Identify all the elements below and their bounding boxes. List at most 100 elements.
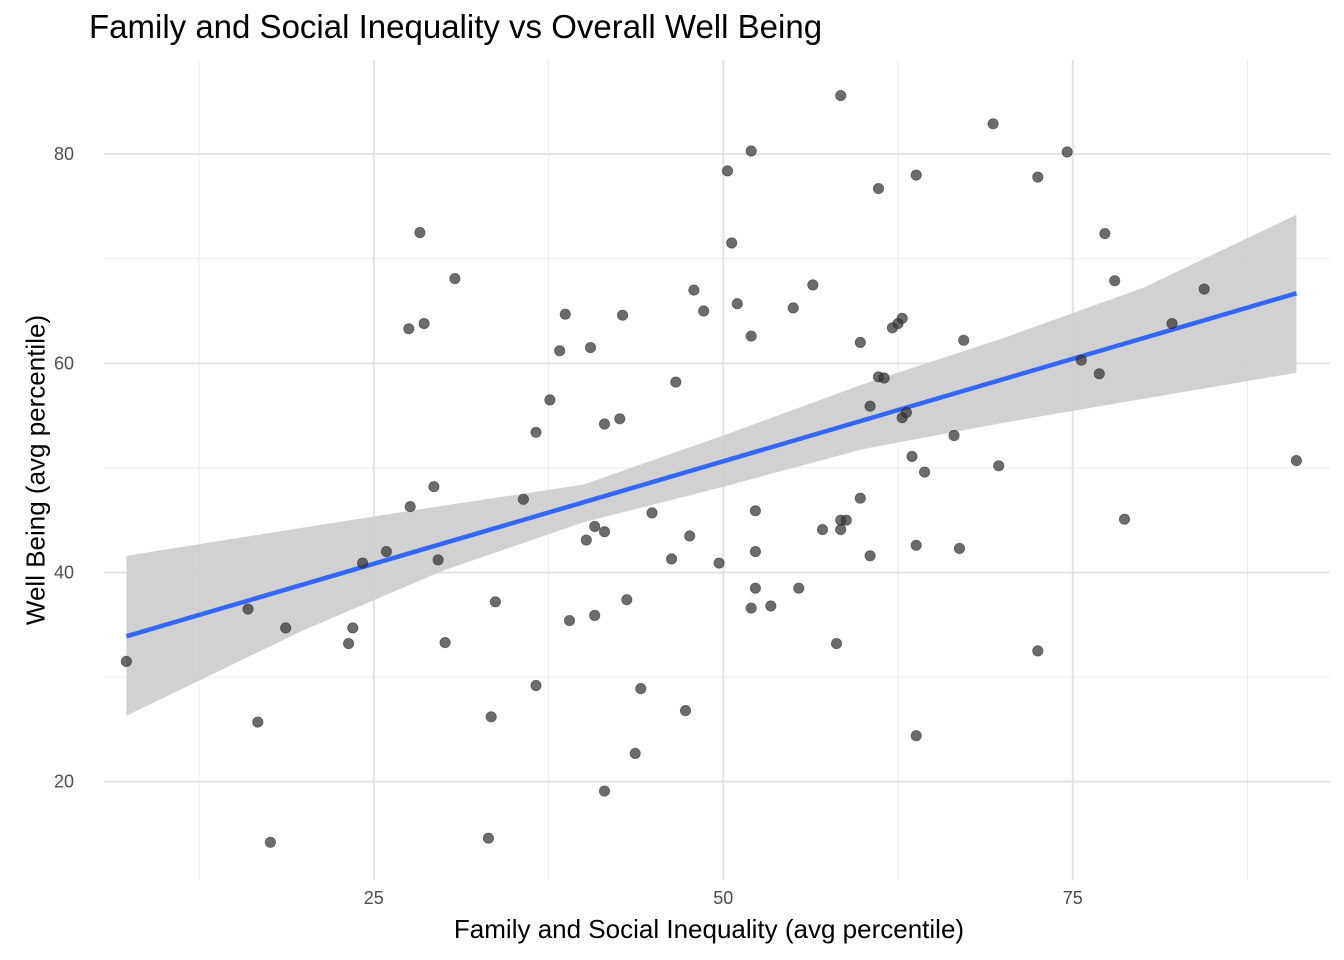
data-point: [910, 169, 922, 181]
data-point: [807, 279, 819, 291]
data-point: [120, 655, 133, 668]
data-point: [787, 302, 799, 314]
data-point: [530, 426, 542, 438]
data-point: [906, 450, 918, 462]
data-point: [698, 305, 710, 317]
y-tick-label: 80: [54, 144, 74, 164]
data-point: [614, 413, 626, 425]
x-axis-title: Family and Social Inequality (avg percen…: [453, 914, 965, 944]
data-point: [404, 500, 416, 513]
data-point: [517, 493, 530, 505]
data-point: [598, 418, 611, 430]
data-point: [840, 514, 852, 526]
data-point: [482, 832, 494, 844]
tick-labels: 25 50 75 20 40 60 80: [54, 144, 1083, 908]
data-point: [958, 334, 970, 346]
data-point: [1118, 513, 1131, 525]
data-point: [993, 460, 1005, 472]
data-point: [380, 545, 392, 558]
data-point: [745, 602, 757, 614]
data-point: [598, 785, 611, 797]
data-point: [1198, 283, 1210, 295]
data-point: [987, 118, 999, 130]
data-point: [342, 637, 355, 650]
trend-line-layer: [125, 291, 1298, 639]
data-point: [896, 312, 908, 324]
data-point: [280, 622, 292, 634]
data-point: [414, 227, 426, 239]
x-tick-label: 50: [713, 888, 733, 908]
data-point: [830, 637, 843, 650]
data-point: [432, 554, 444, 566]
data-point: [745, 330, 757, 342]
data-point: [1032, 645, 1044, 657]
data-point: [598, 526, 611, 538]
data-point: [854, 492, 866, 504]
data-point: [953, 542, 966, 555]
data-point: [439, 636, 451, 649]
data-point: [1166, 317, 1178, 330]
y-axis-title: Well Being (avg percentile): [20, 314, 51, 626]
data-point: [252, 716, 264, 728]
data-point: [670, 376, 682, 388]
data-point: [635, 682, 647, 695]
data-point: [1093, 368, 1105, 380]
data-point: [679, 704, 692, 717]
data-point: [835, 523, 847, 536]
data-point: [485, 711, 497, 723]
data-point: [749, 582, 762, 594]
data-point: [665, 553, 678, 565]
x-tick-label: 75: [1063, 888, 1083, 908]
data-point: [910, 730, 922, 742]
data-point: [816, 523, 829, 536]
data-point: [684, 530, 696, 542]
data-point: [554, 345, 566, 357]
data-point: [621, 594, 633, 606]
data-point: [721, 165, 734, 177]
data-point: [900, 406, 913, 419]
data-point: [489, 596, 501, 608]
data-point: [864, 400, 876, 412]
data-point: [264, 836, 276, 848]
data-point: [1032, 171, 1044, 183]
data-point: [584, 341, 597, 354]
chart-title: Family and Social Inequality vs Overall …: [89, 8, 823, 45]
data-point: [835, 90, 847, 102]
data-point: [910, 539, 922, 551]
data-point: [948, 429, 960, 442]
data-point: [864, 550, 876, 562]
data-point: [428, 481, 440, 493]
y-tick-label: 60: [54, 353, 74, 373]
trend-line: [125, 291, 1298, 639]
data-point: [629, 747, 641, 760]
data-point: [1099, 228, 1111, 240]
data-point: [589, 520, 601, 533]
data-point: [347, 622, 359, 634]
data-point: [1061, 146, 1073, 158]
data-point: [563, 614, 576, 627]
data-point: [589, 609, 601, 622]
data-point: [242, 603, 254, 615]
data-point: [731, 298, 743, 310]
data-point: [530, 679, 542, 692]
data-point: [559, 308, 571, 320]
y-tick-label: 20: [54, 772, 74, 792]
data-point: [726, 237, 738, 249]
data-point: [745, 145, 757, 157]
data-point: [616, 309, 629, 321]
data-point: [765, 600, 777, 612]
data-point: [793, 582, 805, 594]
grid-lines: [104, 60, 1330, 880]
data-point: [878, 372, 890, 384]
y-tick-label: 40: [54, 563, 74, 583]
data-point: [580, 534, 592, 546]
data-point: [713, 557, 725, 569]
data-point: [1075, 354, 1087, 366]
data-point: [1290, 454, 1303, 467]
data-point: [749, 505, 762, 517]
data-point: [688, 284, 700, 296]
data-point: [449, 272, 461, 285]
data-point: [418, 317, 430, 330]
data-point: [872, 183, 885, 195]
